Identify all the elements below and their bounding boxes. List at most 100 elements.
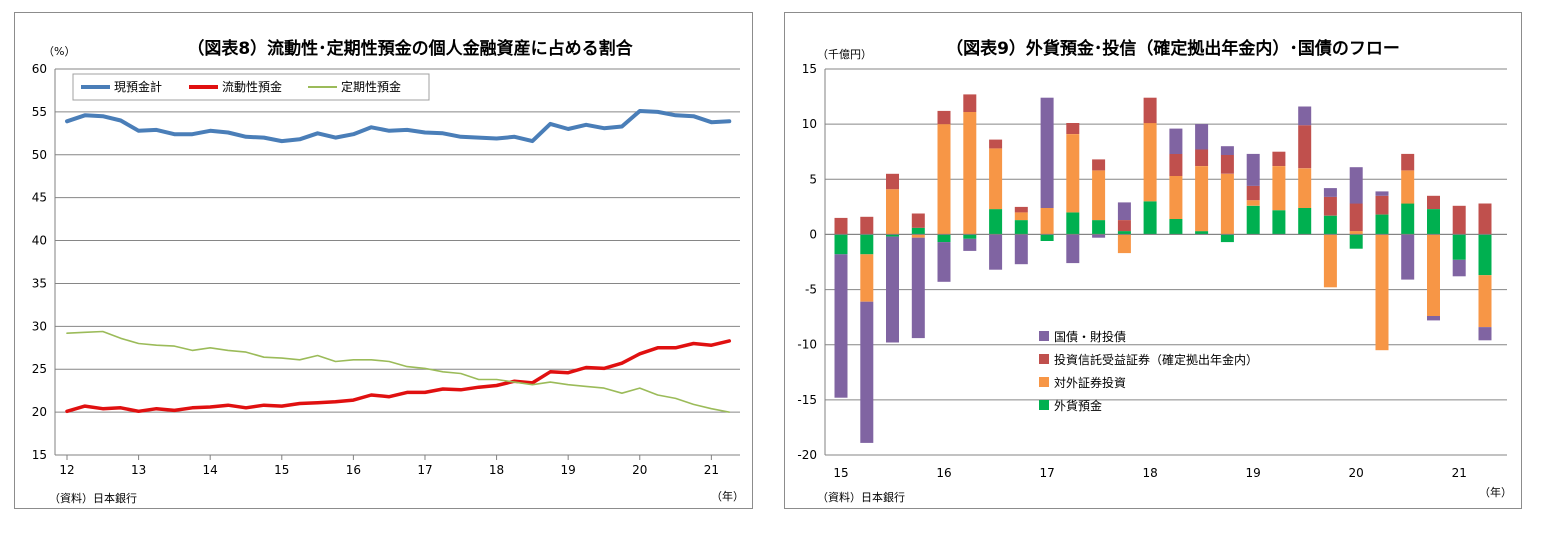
bar-jgb — [989, 234, 1003, 270]
bar-foreign-securities — [1014, 212, 1028, 221]
legend-label-foreign-securities: 対外証券投資 — [1054, 375, 1126, 390]
bar-foreign-securities — [1427, 234, 1440, 316]
bar-foreign-securities — [1040, 208, 1054, 235]
y-tick-label: -15 — [797, 393, 817, 407]
y-tick-label: -5 — [805, 283, 817, 297]
bar-jgb — [1323, 188, 1337, 197]
bar-investment-trust — [1323, 196, 1337, 216]
legend-box — [72, 73, 430, 101]
bar-foreign-securities — [886, 189, 899, 235]
bar-investment-trust — [911, 213, 925, 228]
bar-investment-trust — [834, 217, 848, 235]
bar-foreign-securities — [1117, 234, 1131, 254]
bar-investment-trust — [1478, 203, 1492, 235]
x-tick-label: 21 — [1452, 466, 1467, 480]
bar-foreign-securities — [860, 254, 874, 302]
bar-foreign-securities — [989, 148, 1003, 210]
x-tick-label: 13 — [131, 463, 146, 477]
bar-jgb — [1040, 97, 1054, 208]
bar-foreign-securities — [963, 112, 977, 235]
bar-jgb — [1478, 327, 1492, 341]
x-unit-label: （年） — [1479, 485, 1512, 499]
tick-labels: 15 10 5 0 -5 -10 -15 -20 15 16 17 18 19 20 21 — [797, 62, 1466, 480]
y-tick-label: -10 — [797, 338, 817, 352]
x-tick-label: 16 — [346, 463, 361, 477]
line-cash-total — [65, 109, 732, 144]
bar-foreign-deposit — [937, 234, 951, 243]
bar-investment-trust — [1066, 123, 1080, 134]
axes — [824, 69, 1507, 455]
y-tick-label: 15 — [32, 448, 47, 462]
bar-investment-trust — [1349, 203, 1363, 232]
bar-jgb — [1375, 191, 1389, 196]
bar-jgb — [1349, 167, 1363, 204]
bar-foreign-deposit — [834, 234, 848, 255]
bar-investment-trust — [1220, 155, 1234, 174]
x-tick-label: 18 — [489, 463, 504, 477]
bar-foreign-securities — [1143, 123, 1157, 202]
line-liquid-deposit — [65, 339, 732, 414]
y-tick-label: 55 — [32, 105, 47, 119]
x-tick-label: 20 — [1349, 466, 1364, 480]
legend-label-time-deposit: 定期性預金 — [341, 79, 401, 94]
bar-foreign-securities — [1298, 168, 1312, 208]
y-tick-label: 10 — [802, 117, 817, 131]
bar-investment-trust — [963, 94, 977, 112]
legend-label-jgb: 国債・財投債 — [1054, 329, 1126, 344]
bar-jgb — [937, 242, 951, 282]
x-tick-label: 17 — [1039, 466, 1054, 480]
y-tick-label: 0 — [809, 227, 817, 241]
y-tick-label: 30 — [32, 319, 47, 333]
chart-title: （図表8）流動性･定期性預金の個人金融資産に占める割合 — [187, 38, 633, 59]
bar-foreign-deposit — [1478, 234, 1492, 276]
bar-foreign-deposit — [1298, 208, 1312, 235]
y-unit-label: （%） — [43, 45, 75, 58]
x-tick-label: 18 — [1142, 466, 1157, 480]
x-tick-label: 14 — [203, 463, 218, 477]
stacked-bars — [834, 94, 1492, 443]
y-tick-label: 15 — [802, 62, 817, 76]
bar-investment-trust — [860, 216, 874, 235]
bar-jgb — [1246, 153, 1260, 186]
legend: 国債・財投債 投資信託受益証券（確定拠出年金内） 対外証券投資 外貨預金 — [1039, 329, 1258, 413]
bar-foreign-deposit — [860, 234, 874, 255]
bar-jgb — [1298, 106, 1312, 126]
y-tick-label: 60 — [32, 62, 47, 76]
legend-label-cash-total: 現預金計 — [114, 79, 162, 94]
chart-title: （図表9）外貨預金･投信（確定拠出年金内）･国債のフロー — [946, 38, 1400, 59]
bar-foreign-securities — [1220, 173, 1234, 235]
bar-jgb — [834, 254, 848, 398]
panel-fx-deposit-flow: （図表9）外貨預金･投信（確定拠出年金内）･国債のフロー （千億円） （年） （… — [784, 12, 1522, 509]
bar-investment-trust — [1401, 153, 1415, 171]
bar-foreign-securities — [1375, 234, 1389, 351]
bar-foreign-deposit — [1323, 215, 1337, 235]
y-tick-label: 50 — [32, 148, 47, 162]
bar-jgb — [860, 301, 874, 443]
bar-jgb — [1427, 316, 1440, 321]
bar-investment-trust — [1452, 205, 1466, 235]
bar-investment-trust — [1014, 206, 1028, 213]
bar-foreign-deposit — [989, 209, 1003, 235]
bar-investment-trust — [1169, 153, 1183, 176]
bar-foreign-deposit — [1246, 205, 1260, 235]
bar-foreign-securities — [1349, 231, 1363, 235]
bar-investment-trust — [1246, 185, 1260, 201]
y-tick-label: -20 — [797, 448, 817, 462]
legend-swatch-investment-trust — [1039, 354, 1049, 364]
legend-swatch-foreign-deposit — [1039, 400, 1049, 410]
bar-investment-trust — [989, 139, 1003, 149]
bar-foreign-securities — [1246, 200, 1260, 206]
y-tick-label: 35 — [32, 276, 47, 290]
y-unit-label: （千億円） — [817, 48, 872, 61]
gridlines — [55, 68, 740, 456]
bar-foreign-securities — [1478, 275, 1492, 327]
bar-foreign-deposit — [963, 234, 977, 239]
bar-foreign-deposit — [1014, 220, 1028, 235]
legend-swatch-foreign-securities — [1039, 377, 1049, 387]
bar-chart-fx-deposit-flow: （図表9）外貨預金･投信（確定拠出年金内）･国債のフロー （千億円） （年） （… — [797, 38, 1512, 504]
legend-swatch-jgb — [1039, 331, 1049, 341]
line-chart-liquidity-share: （図表8）流動性･定期性預金の個人金融資産に占める割合 （%） （年） （資料）… — [32, 38, 744, 505]
x-tick-label: 15 — [833, 466, 848, 480]
bar-jgb — [1401, 234, 1415, 280]
bar-foreign-deposit — [1169, 219, 1183, 235]
